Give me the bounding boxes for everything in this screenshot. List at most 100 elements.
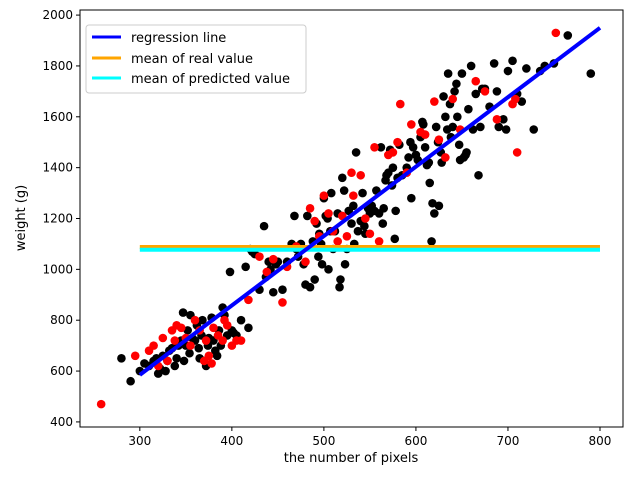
scatter-point xyxy=(428,198,437,208)
scatter-point xyxy=(393,137,402,147)
scatter-point xyxy=(278,285,287,295)
scatter-point xyxy=(194,343,204,353)
x-axis-label: the number of pixels xyxy=(284,451,419,466)
scatter-point xyxy=(314,252,323,261)
scatter-point xyxy=(130,351,140,361)
scatter-point xyxy=(178,308,188,317)
y-tick-label: 1400 xyxy=(42,161,73,175)
scatter-point xyxy=(301,257,310,267)
scatter-point xyxy=(441,112,450,122)
scatter-point xyxy=(319,191,329,200)
scatter-point xyxy=(340,259,350,269)
y-tick-label: 800 xyxy=(50,313,73,327)
scatter-point xyxy=(190,315,200,325)
scatter-point xyxy=(179,356,189,366)
scatter-point xyxy=(434,135,444,144)
scatter-point xyxy=(441,153,450,162)
scatter-point xyxy=(404,153,413,162)
y-tick-label: 400 xyxy=(50,415,73,429)
x-tick-label: 300 xyxy=(128,434,151,448)
y-tick-label: 2000 xyxy=(42,8,73,22)
scatter-point xyxy=(476,122,485,132)
scatter-point xyxy=(551,28,561,38)
scatter-point xyxy=(466,61,476,71)
scatter-point xyxy=(278,298,287,307)
legend-label-mean-predicted: mean of predicted value xyxy=(131,72,290,87)
scatter-point xyxy=(388,148,398,157)
scatter-point xyxy=(374,237,384,246)
scatter-point xyxy=(471,89,481,99)
scatter-point xyxy=(462,148,471,157)
scatter-point xyxy=(338,173,347,183)
scatter-point xyxy=(443,69,453,78)
scatter-point xyxy=(310,216,319,226)
scatter-point xyxy=(452,79,461,89)
scatter-point xyxy=(418,120,428,129)
x-tick-label: 800 xyxy=(589,434,612,448)
y-tick-label: 1600 xyxy=(42,110,73,124)
scatter-point xyxy=(209,323,218,333)
scatter-point xyxy=(244,323,253,333)
scatter-point xyxy=(448,122,458,132)
scatter-point xyxy=(236,315,246,325)
scatter-point xyxy=(370,143,379,152)
scatter-point xyxy=(290,211,299,221)
scatter-point xyxy=(333,237,342,246)
scatter-point xyxy=(376,143,386,152)
scatter-point xyxy=(450,87,459,96)
scatter-point xyxy=(186,341,195,350)
scatter-point xyxy=(522,64,531,73)
scatter-point xyxy=(457,69,467,78)
scatter-point xyxy=(378,219,388,228)
scatter-point xyxy=(149,341,158,350)
scatter-point xyxy=(353,226,363,236)
scatter-point xyxy=(431,122,441,132)
scatter-point xyxy=(471,76,481,86)
scatter-point xyxy=(407,193,416,203)
scatter-point xyxy=(176,323,186,333)
scatter-point xyxy=(255,252,264,261)
scatter-point xyxy=(170,361,180,371)
scatter-point xyxy=(395,99,405,109)
legend-label-regression: regression line xyxy=(131,31,226,46)
scatter-point xyxy=(158,333,168,343)
scatter-point xyxy=(244,295,253,305)
y-tick-label: 1000 xyxy=(42,262,73,276)
scatter-point xyxy=(317,259,327,269)
line-regression-line xyxy=(138,26,602,377)
y-tick-label: 1200 xyxy=(42,212,73,226)
scatter-point xyxy=(324,209,333,218)
scatter-point xyxy=(163,356,172,366)
scatter-point xyxy=(453,112,462,122)
scatter-point xyxy=(408,143,418,152)
scatter-point xyxy=(563,31,573,40)
x-tick-label: 700 xyxy=(497,434,520,448)
scatter-point xyxy=(268,254,278,264)
scatter-point xyxy=(259,221,269,231)
scatter-point xyxy=(480,87,490,96)
y-tick-label: 1800 xyxy=(42,59,73,73)
scatter-point xyxy=(218,336,227,345)
legend-box xyxy=(85,24,307,94)
scatter-point xyxy=(430,97,439,106)
scatter-point xyxy=(241,262,250,272)
scatter-point xyxy=(342,232,352,241)
scatter-point xyxy=(494,122,504,132)
legend-label-mean-real: mean of real value xyxy=(131,52,253,67)
legend: regression line mean of real value mean … xyxy=(85,24,307,94)
scatter-point xyxy=(391,206,400,216)
scatter-point xyxy=(454,140,464,150)
scatter-point xyxy=(430,209,439,218)
scatter-point xyxy=(529,125,539,134)
scatter-point xyxy=(303,211,312,221)
scatter-point xyxy=(117,354,126,363)
scatter-point xyxy=(434,201,444,211)
scatter-point xyxy=(268,287,278,297)
scatter-point xyxy=(517,97,527,106)
scatter-point xyxy=(390,234,400,244)
chart-lines xyxy=(138,26,602,377)
scatter-point xyxy=(464,104,473,114)
scatter-point xyxy=(586,69,596,78)
x-tick-label: 600 xyxy=(404,434,427,448)
y-axis-label: weight (g) xyxy=(14,185,29,251)
